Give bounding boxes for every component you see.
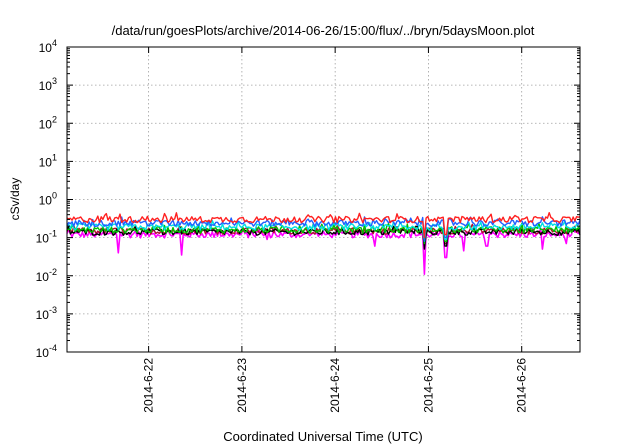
series-group [66, 211, 581, 276]
x-tick-label: 2014-6-22 [142, 358, 156, 413]
y-tick-label: 102 [39, 114, 57, 131]
x-axis: 2014-6-22 2014-6-23 2014-6-24 2014-6-25 2014… [142, 47, 529, 413]
x-tick-label: 2014-6-26 [515, 358, 529, 413]
y-axis-label: cSv/day [8, 178, 22, 221]
y-tick-label: 10-4 [36, 343, 57, 360]
y-tick-label: 100 [39, 191, 57, 208]
grid [67, 47, 580, 352]
x-axis-label: Coordinated Universal Time (UTC) [223, 429, 422, 444]
y-tick-label: 10-1 [36, 229, 57, 246]
x-tick-label: 2014-6-24 [328, 358, 342, 413]
y-axis: 10-4 10-3 10-2 10-1 100 101 102 103 104 [36, 38, 580, 360]
x-tick-label: 2014-6-25 [421, 358, 435, 413]
x-tick-label: 2014-6-23 [235, 358, 249, 413]
chart-title: /data/run/goesPlots/archive/2014-06-26/1… [112, 23, 535, 38]
y-tick-label: 10-2 [36, 267, 57, 284]
series-line [66, 211, 581, 239]
y-tick-label: 103 [39, 76, 57, 93]
y-tick-label: 101 [39, 152, 57, 169]
y-tick-label: 10-3 [36, 305, 57, 322]
series-line [66, 227, 581, 276]
y-tick-label: 104 [39, 38, 57, 55]
